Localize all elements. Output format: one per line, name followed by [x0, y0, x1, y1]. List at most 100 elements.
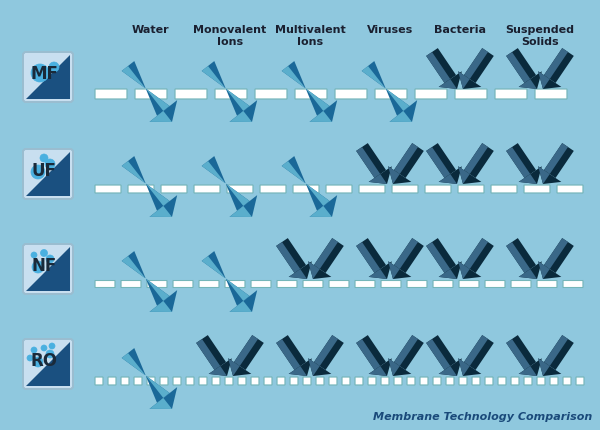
Polygon shape [394, 144, 424, 178]
Polygon shape [356, 147, 380, 178]
FancyBboxPatch shape [173, 281, 193, 288]
Polygon shape [389, 101, 417, 123]
Polygon shape [506, 144, 536, 178]
Polygon shape [149, 112, 172, 123]
Circle shape [31, 347, 37, 353]
FancyBboxPatch shape [147, 281, 167, 288]
FancyBboxPatch shape [128, 186, 154, 194]
Polygon shape [439, 261, 462, 280]
Polygon shape [122, 162, 170, 206]
FancyBboxPatch shape [161, 186, 187, 194]
FancyBboxPatch shape [381, 377, 389, 385]
FancyBboxPatch shape [277, 377, 285, 385]
Polygon shape [122, 353, 170, 398]
Polygon shape [368, 167, 392, 184]
FancyBboxPatch shape [160, 377, 168, 385]
Polygon shape [394, 335, 424, 370]
Polygon shape [230, 112, 252, 123]
Polygon shape [464, 49, 488, 80]
FancyBboxPatch shape [335, 90, 367, 100]
Polygon shape [439, 167, 462, 184]
Polygon shape [314, 335, 344, 370]
Polygon shape [202, 252, 250, 306]
Text: Multivalent
Ions: Multivalent Ions [275, 25, 346, 46]
Polygon shape [282, 62, 329, 117]
FancyBboxPatch shape [194, 186, 220, 194]
FancyBboxPatch shape [186, 377, 194, 385]
Polygon shape [230, 196, 257, 218]
Circle shape [46, 255, 54, 264]
FancyBboxPatch shape [557, 186, 583, 194]
Polygon shape [202, 157, 250, 212]
Polygon shape [464, 239, 488, 270]
FancyBboxPatch shape [316, 377, 324, 385]
FancyBboxPatch shape [238, 377, 246, 385]
FancyBboxPatch shape [295, 90, 327, 100]
Polygon shape [426, 147, 450, 178]
Polygon shape [314, 239, 338, 270]
Circle shape [32, 261, 44, 273]
Polygon shape [544, 49, 568, 80]
FancyBboxPatch shape [535, 90, 567, 100]
Circle shape [31, 166, 45, 180]
Polygon shape [464, 144, 494, 178]
Polygon shape [458, 72, 481, 90]
Polygon shape [26, 342, 70, 386]
Polygon shape [439, 72, 462, 90]
Polygon shape [439, 270, 457, 280]
Polygon shape [394, 239, 418, 270]
FancyBboxPatch shape [326, 186, 352, 194]
Polygon shape [394, 144, 418, 175]
FancyBboxPatch shape [329, 281, 349, 288]
FancyBboxPatch shape [260, 186, 286, 194]
FancyBboxPatch shape [498, 377, 506, 385]
FancyBboxPatch shape [355, 377, 363, 385]
FancyBboxPatch shape [415, 90, 447, 100]
Polygon shape [310, 112, 332, 123]
Polygon shape [538, 167, 562, 184]
Polygon shape [276, 239, 306, 273]
Polygon shape [362, 67, 410, 112]
Polygon shape [122, 256, 170, 301]
Polygon shape [464, 144, 488, 175]
Polygon shape [202, 256, 250, 301]
FancyBboxPatch shape [264, 377, 272, 385]
Circle shape [46, 350, 54, 358]
FancyBboxPatch shape [433, 281, 453, 288]
Polygon shape [149, 290, 177, 312]
FancyBboxPatch shape [212, 377, 220, 385]
FancyBboxPatch shape [355, 281, 375, 288]
Polygon shape [196, 335, 226, 370]
FancyBboxPatch shape [425, 186, 451, 194]
FancyBboxPatch shape [135, 90, 167, 100]
FancyBboxPatch shape [511, 377, 519, 385]
Polygon shape [149, 206, 172, 218]
FancyBboxPatch shape [576, 377, 584, 385]
Polygon shape [458, 261, 470, 280]
Polygon shape [388, 261, 400, 280]
Polygon shape [289, 358, 312, 376]
Polygon shape [122, 67, 170, 112]
FancyBboxPatch shape [23, 339, 73, 389]
Polygon shape [518, 175, 537, 184]
Polygon shape [234, 335, 258, 366]
Polygon shape [149, 196, 177, 218]
Polygon shape [439, 358, 462, 376]
Text: NF: NF [31, 256, 56, 274]
Polygon shape [122, 348, 170, 403]
Polygon shape [149, 101, 177, 123]
Polygon shape [196, 339, 220, 370]
FancyBboxPatch shape [121, 281, 141, 288]
Polygon shape [368, 261, 392, 280]
Polygon shape [228, 358, 251, 376]
Polygon shape [368, 270, 387, 280]
Polygon shape [544, 49, 574, 84]
Polygon shape [308, 358, 320, 376]
Polygon shape [356, 335, 386, 370]
Text: Bacteria: Bacteria [434, 25, 486, 35]
Polygon shape [544, 335, 574, 370]
FancyBboxPatch shape [459, 281, 479, 288]
Polygon shape [230, 290, 257, 312]
Polygon shape [149, 387, 177, 409]
Polygon shape [368, 358, 392, 376]
